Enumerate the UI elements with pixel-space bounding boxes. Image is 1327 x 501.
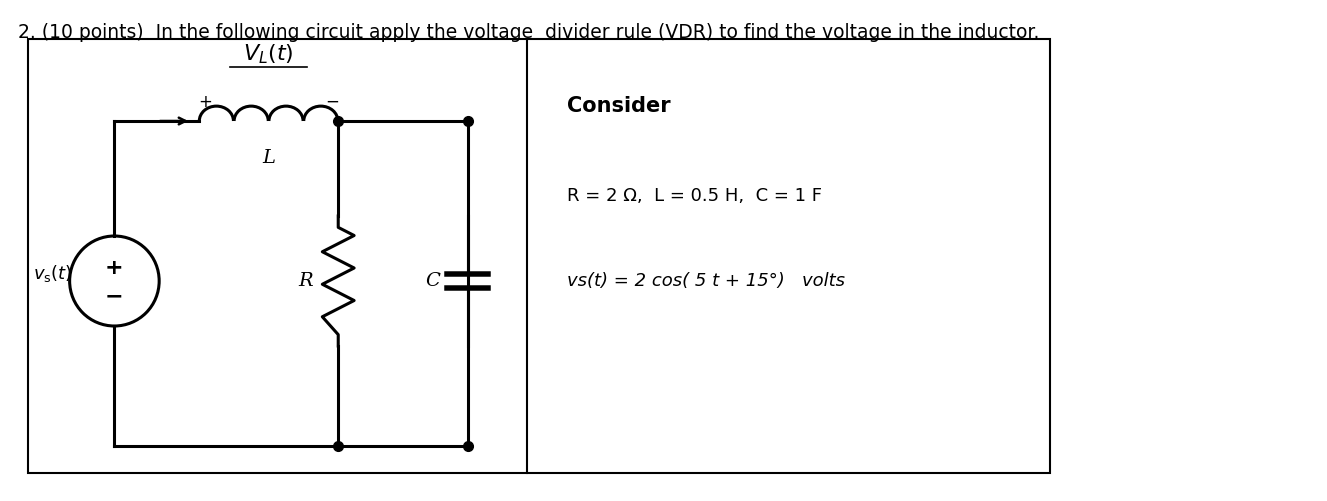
Text: −: − (105, 286, 123, 306)
Text: R = 2 Ω,  L = 0.5 H,  C = 1 F: R = 2 Ω, L = 0.5 H, C = 1 F (567, 187, 821, 205)
Text: R: R (299, 272, 313, 290)
Bar (28, 39, 1050, 473)
Text: Consider: Consider (567, 96, 670, 116)
Text: $\mathbf{\it{V}_L(t)}$: $\mathbf{\it{V}_L(t)}$ (243, 43, 293, 66)
Text: L: L (263, 149, 275, 167)
Text: $v_{\rm s}(t)$: $v_{\rm s}(t)$ (33, 263, 73, 284)
Text: vs(t) = 2 cos( 5 t + 15°)   volts: vs(t) = 2 cos( 5 t + 15°) volts (567, 272, 845, 290)
Text: +: + (198, 93, 212, 111)
Text: −: − (325, 93, 340, 111)
Text: +: + (105, 258, 123, 278)
Text: 2. (10 points)  In the following circuit apply the voltage  divider rule (VDR) t: 2. (10 points) In the following circuit … (17, 23, 1039, 42)
Text: C: C (425, 272, 439, 290)
